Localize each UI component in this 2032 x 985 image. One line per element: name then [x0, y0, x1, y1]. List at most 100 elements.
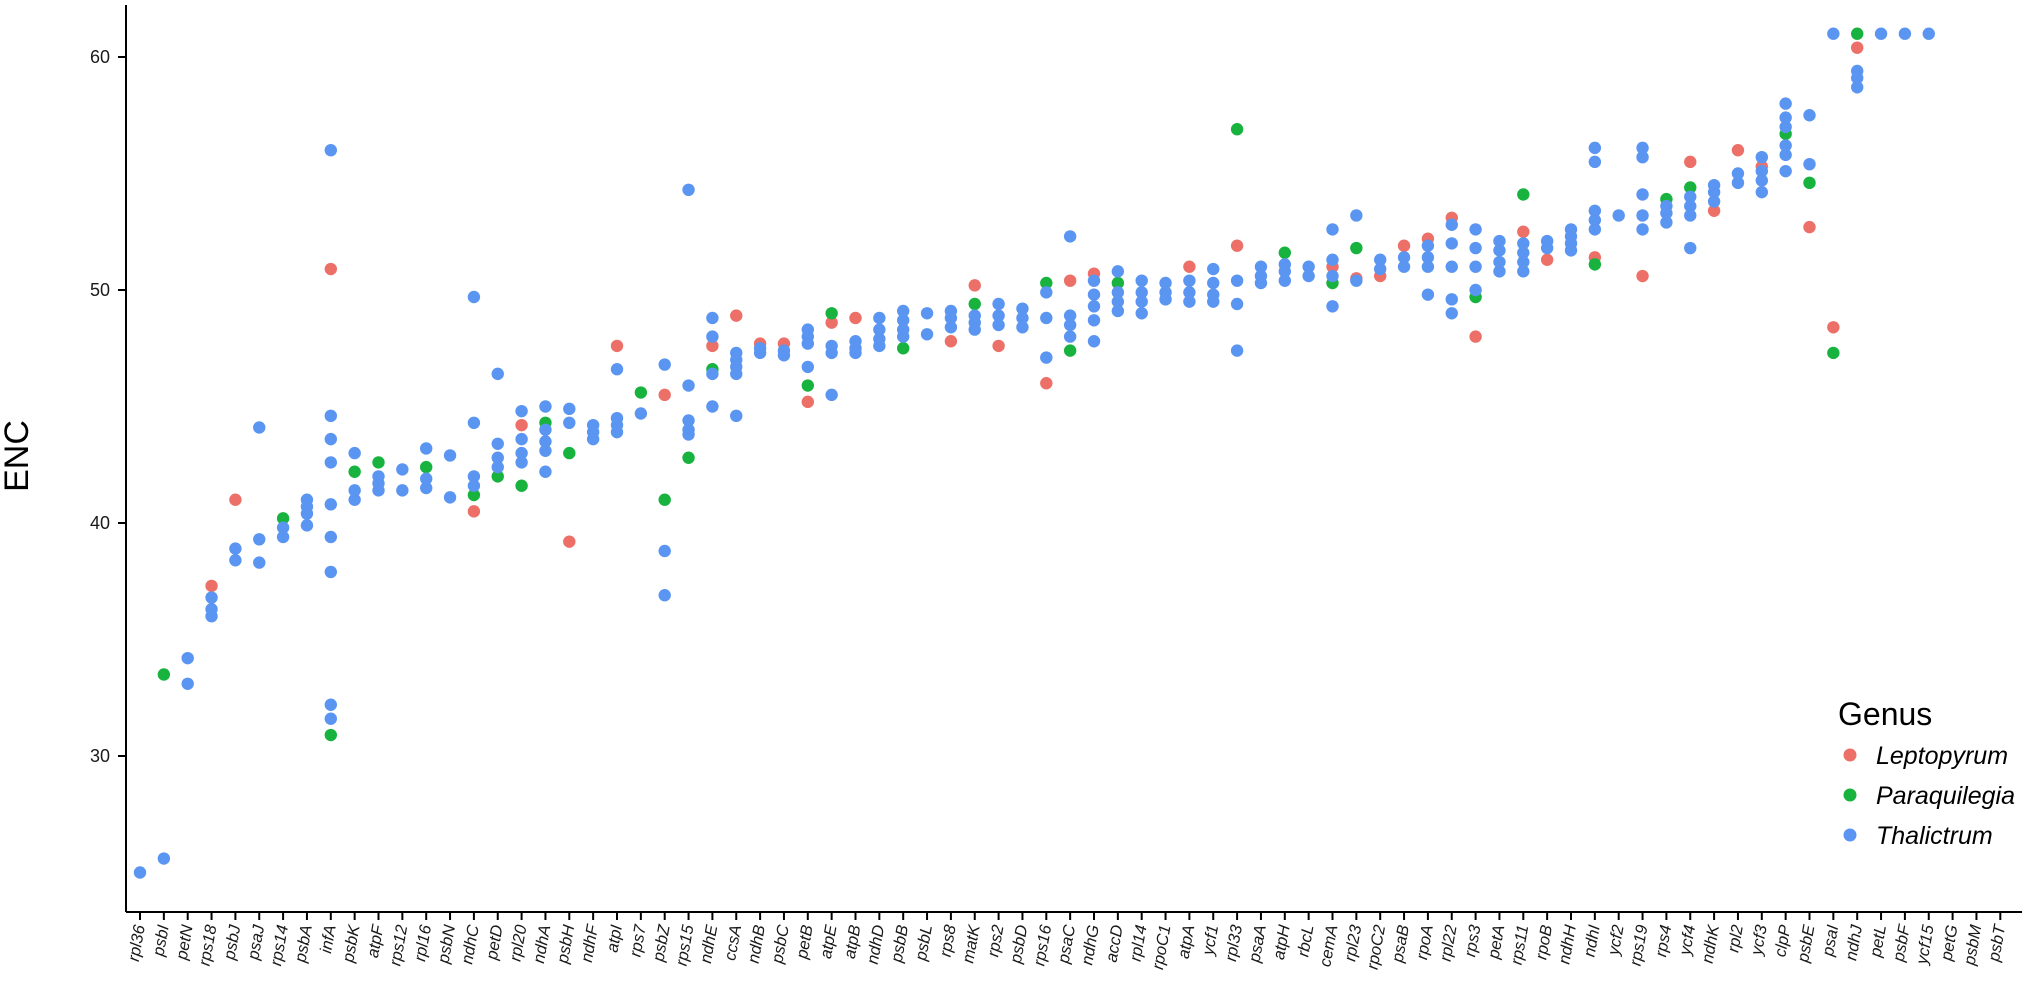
data-point [1588, 223, 1602, 236]
data-point [1397, 251, 1411, 264]
data-point [1230, 274, 1244, 287]
y-tick-label: 30 [90, 746, 110, 766]
data-point [634, 386, 648, 399]
data-point [1493, 234, 1506, 248]
data-point [1135, 286, 1148, 299]
data-point [348, 484, 361, 497]
series-paraquilegia [157, 27, 1864, 742]
data-point [1445, 260, 1458, 273]
x-tick-label: ccsA [721, 924, 745, 962]
data-point [1040, 286, 1053, 299]
data-point [1302, 269, 1315, 283]
x-tick-label: ndhA [530, 924, 554, 965]
x-tick-label: psbJ [220, 923, 244, 962]
data-point [825, 346, 838, 360]
x-tick-label: psbI [149, 923, 172, 958]
x-tick-label: atpF [364, 923, 388, 960]
data-point [1016, 311, 1029, 325]
x-tick-label: matK [959, 923, 984, 965]
data-point [1517, 237, 1530, 250]
data-point [253, 556, 266, 569]
x-tick-label: rps16 [1030, 923, 1055, 968]
data-point [1636, 141, 1649, 155]
x-tick-label: psbM [1960, 923, 1985, 967]
data-point [1684, 190, 1697, 203]
data-point [563, 402, 576, 416]
data-point [1469, 241, 1482, 255]
y-tick-label: 50 [90, 280, 110, 300]
x-tick-label: psaA [1245, 924, 1269, 965]
data-point [1421, 260, 1435, 273]
data-point [1517, 265, 1530, 278]
data-point [420, 460, 433, 474]
data-point [1755, 164, 1769, 178]
x-tick-label: rps7 [626, 923, 649, 959]
x-tick-label: ndhI [1580, 923, 1603, 958]
data-point [491, 437, 504, 450]
data-point [1517, 225, 1530, 238]
data-point [658, 544, 671, 558]
data-point [968, 323, 981, 336]
x-tick-label: rpl14 [1127, 924, 1151, 963]
x-tick-label: atpB [841, 924, 865, 961]
data-point [563, 535, 576, 548]
x-tick-label: infA [317, 924, 340, 955]
data-point [1874, 27, 1888, 40]
data-point [420, 442, 433, 455]
legend-label: Paraquilegia [1876, 782, 2015, 810]
x-tick-label: ndhE [697, 923, 722, 965]
data-point [276, 530, 290, 544]
data-point [753, 346, 767, 360]
data-point [1684, 155, 1697, 169]
data-point [1827, 346, 1840, 360]
x-tick-label: ycf3 [1748, 923, 1771, 958]
x-tick-label: rpl33 [1222, 923, 1246, 963]
data-point [157, 852, 171, 865]
data-point [706, 367, 719, 381]
data-point [515, 432, 528, 446]
data-point [420, 472, 433, 485]
data-point [682, 379, 695, 392]
data-point [1445, 218, 1458, 231]
data-point [730, 367, 743, 381]
data-point [706, 311, 719, 325]
x-tick-label: petN [173, 923, 197, 962]
data-point [300, 507, 314, 520]
data-point [1588, 155, 1602, 169]
data-point [491, 470, 504, 483]
x-tick-label: ndhD [864, 923, 889, 965]
data-point [706, 330, 719, 343]
x-tick-label: psbZ [649, 923, 673, 964]
data-point [1803, 109, 1816, 122]
data-point [825, 307, 838, 320]
x-tick-label: ndhC [458, 923, 483, 965]
data-point [1564, 244, 1578, 257]
data-point [610, 363, 624, 376]
data-point [1636, 223, 1649, 236]
y-axis-title: ENC [0, 420, 36, 492]
data-point [1469, 223, 1482, 236]
data-point [849, 311, 862, 325]
data-point [372, 456, 385, 469]
data-point [1350, 274, 1363, 287]
data-point [1731, 176, 1745, 190]
data-point [324, 728, 337, 742]
data-point [825, 316, 838, 329]
x-tick-label: rps3 [1461, 923, 1484, 959]
x-tick-label: ndhG [1078, 923, 1103, 966]
data-point [1755, 185, 1769, 199]
data-point [348, 493, 361, 506]
data-point [1374, 262, 1387, 276]
data-point [1540, 253, 1554, 266]
data-point [658, 589, 671, 602]
data-point [1087, 335, 1101, 348]
data-point [801, 337, 814, 350]
data-point [1684, 209, 1697, 222]
data-point [992, 297, 1005, 311]
data-point [1159, 293, 1172, 306]
data-point [658, 388, 671, 402]
x-tick-label: atpH [1270, 923, 1294, 961]
data-point [706, 400, 719, 413]
x-tick-label: atpI [603, 923, 626, 954]
data-point [873, 323, 886, 336]
